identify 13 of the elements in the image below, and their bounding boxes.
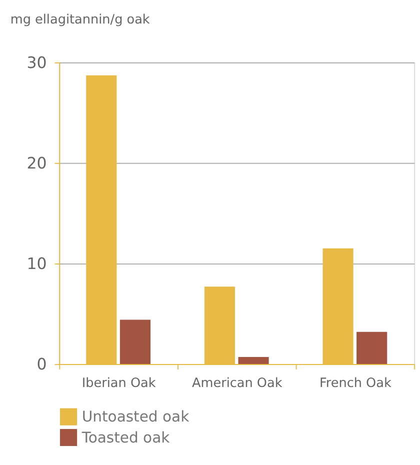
bar — [356, 332, 388, 364]
y-tick-label: 0 — [36, 354, 47, 374]
legend-label: Untoasted oak — [82, 408, 190, 426]
x-tick-label: French Oak — [319, 376, 392, 392]
y-tick-label: 10 — [26, 254, 47, 273]
x-tick-label: American Oak — [192, 376, 283, 392]
y-tick-label: 30 — [26, 52, 47, 72]
x-tick-label: Iberian Oak — [82, 376, 156, 392]
y-axis-title: mg ellagitannin/g oak — [10, 12, 150, 28]
legend-label: Toasted oak — [80, 429, 170, 446]
bar — [120, 320, 150, 364]
bar — [238, 357, 269, 364]
y-tick-label: 20 — [26, 153, 47, 172]
